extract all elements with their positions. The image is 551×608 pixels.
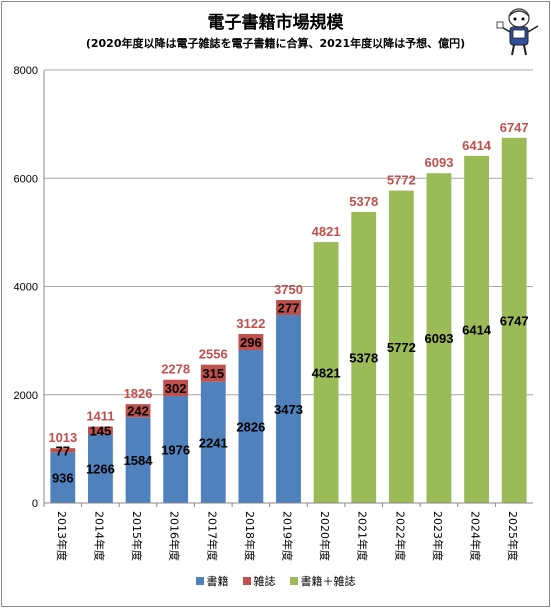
bar-books — [238, 350, 264, 503]
bar-books — [200, 381, 226, 503]
y-tick-label: 0 — [32, 498, 38, 510]
legend-entry: 書籍 — [195, 573, 229, 589]
x-tick-label: 2024年度 — [469, 511, 483, 561]
data-label-magazines: 77 — [56, 443, 70, 458]
x-tick-label: 2016年度 — [168, 511, 182, 561]
bar-books — [88, 434, 113, 503]
data-label-combined: 5378 — [349, 350, 378, 365]
bar-magazines — [200, 364, 226, 382]
bar-books — [125, 417, 151, 503]
x-tick-label: 2023年度 — [431, 511, 445, 561]
x-tick-label: 2020年度 — [318, 511, 332, 561]
data-label-combined: 6414 — [462, 322, 492, 337]
data-label-books: 2826 — [236, 420, 265, 435]
data-label-combined: 5772 — [387, 340, 416, 355]
data-label-total: 6093 — [425, 155, 454, 170]
data-label-books: 1584 — [124, 453, 154, 468]
data-label-magazines: 277 — [278, 301, 300, 316]
data-label-magazines: 302 — [165, 381, 187, 396]
bar-magazines — [88, 426, 113, 435]
chart-title: 電子書籍市場規模 — [207, 13, 344, 33]
data-label-total: 2556 — [199, 347, 228, 362]
mascot-icon — [496, 8, 539, 56]
legend-entry: 書籍＋雑誌 — [289, 573, 356, 589]
x-tick-label: 2013年度 — [55, 511, 69, 561]
data-label-total: 2278 — [161, 362, 190, 377]
legend-swatch — [289, 577, 298, 585]
bar-books — [163, 396, 189, 503]
legend-label: 雑誌 — [253, 575, 276, 588]
legend: 書籍 雑誌 書籍＋雑誌 — [0, 573, 551, 589]
chart-subtitle: (2020年度以降は電子雑誌を電子書籍に合算、2021年度以降は予想、億円) — [85, 37, 466, 50]
bar-combined — [313, 242, 339, 504]
legend-label: 書籍 — [206, 575, 229, 588]
bar-magazines — [125, 404, 151, 418]
axes: 0 2000 4000 6000 8000 2013年度 2014年度 2015年度 2016年… — [14, 65, 533, 561]
data-label-total: 3122 — [236, 316, 265, 331]
bar-combined — [501, 137, 527, 504]
legend-label: 書籍＋雑誌 — [300, 575, 356, 588]
bar-magazines — [50, 448, 76, 453]
data-label-total: 1013 — [48, 430, 77, 445]
x-tick-label: 2022年度 — [393, 511, 407, 561]
data-label-magazines: 296 — [240, 335, 262, 350]
x-tick-label: 2025年度 — [506, 511, 520, 561]
data-label-magazines: 242 — [127, 404, 149, 419]
data-label-books: 1266 — [86, 462, 115, 477]
data-label-books: 2241 — [199, 435, 228, 450]
bars — [50, 137, 527, 504]
x-tick-label: 2014年度 — [92, 511, 106, 561]
legend-entry: 雑誌 — [242, 573, 276, 589]
y-tick-label: 6000 — [14, 173, 38, 185]
bar-combined — [464, 155, 489, 503]
bar-books — [50, 452, 76, 503]
bar-magazines — [163, 379, 189, 397]
data-label-total: 6747 — [500, 120, 529, 135]
data-label-total: 4821 — [312, 224, 341, 239]
legend-swatch — [195, 577, 204, 585]
data-label-total: 1826 — [124, 386, 153, 401]
data-label-magazines: 145 — [90, 424, 112, 439]
bar-combined — [426, 173, 452, 503]
y-tick-label: 4000 — [14, 282, 38, 294]
bar-books — [276, 315, 301, 503]
bar-combined — [388, 190, 414, 503]
data-label-total: 1411 — [86, 409, 114, 424]
bar-magazines — [238, 334, 264, 351]
data-label-combined: 6747 — [500, 313, 529, 328]
data-label-books: 1976 — [161, 443, 190, 458]
data-label-books: 936 — [52, 471, 74, 486]
x-tick-label: 2015年度 — [130, 511, 144, 561]
data-label-total: 5378 — [349, 194, 378, 209]
data-label-total: 5772 — [387, 173, 416, 188]
data-label-combined: 4821 — [312, 366, 341, 381]
x-tick-label: 2019年度 — [281, 511, 295, 561]
bar-magazines — [276, 300, 301, 316]
data-label-magazines: 315 — [202, 366, 224, 381]
data-label-combined: 6093 — [425, 331, 454, 346]
x-tick-label: 2017年度 — [205, 511, 219, 561]
y-tick-label: 2000 — [14, 390, 38, 402]
y-tick-label: 8000 — [14, 65, 38, 77]
data-label-books: 3473 — [274, 402, 303, 417]
bar-combined — [351, 211, 377, 503]
data-label-total: 3750 — [274, 282, 303, 297]
legend-swatch — [242, 577, 251, 585]
x-tick-label: 2021年度 — [356, 511, 370, 561]
data-label-total: 6414 — [462, 138, 492, 153]
x-tick-label: 2018年度 — [243, 511, 257, 561]
